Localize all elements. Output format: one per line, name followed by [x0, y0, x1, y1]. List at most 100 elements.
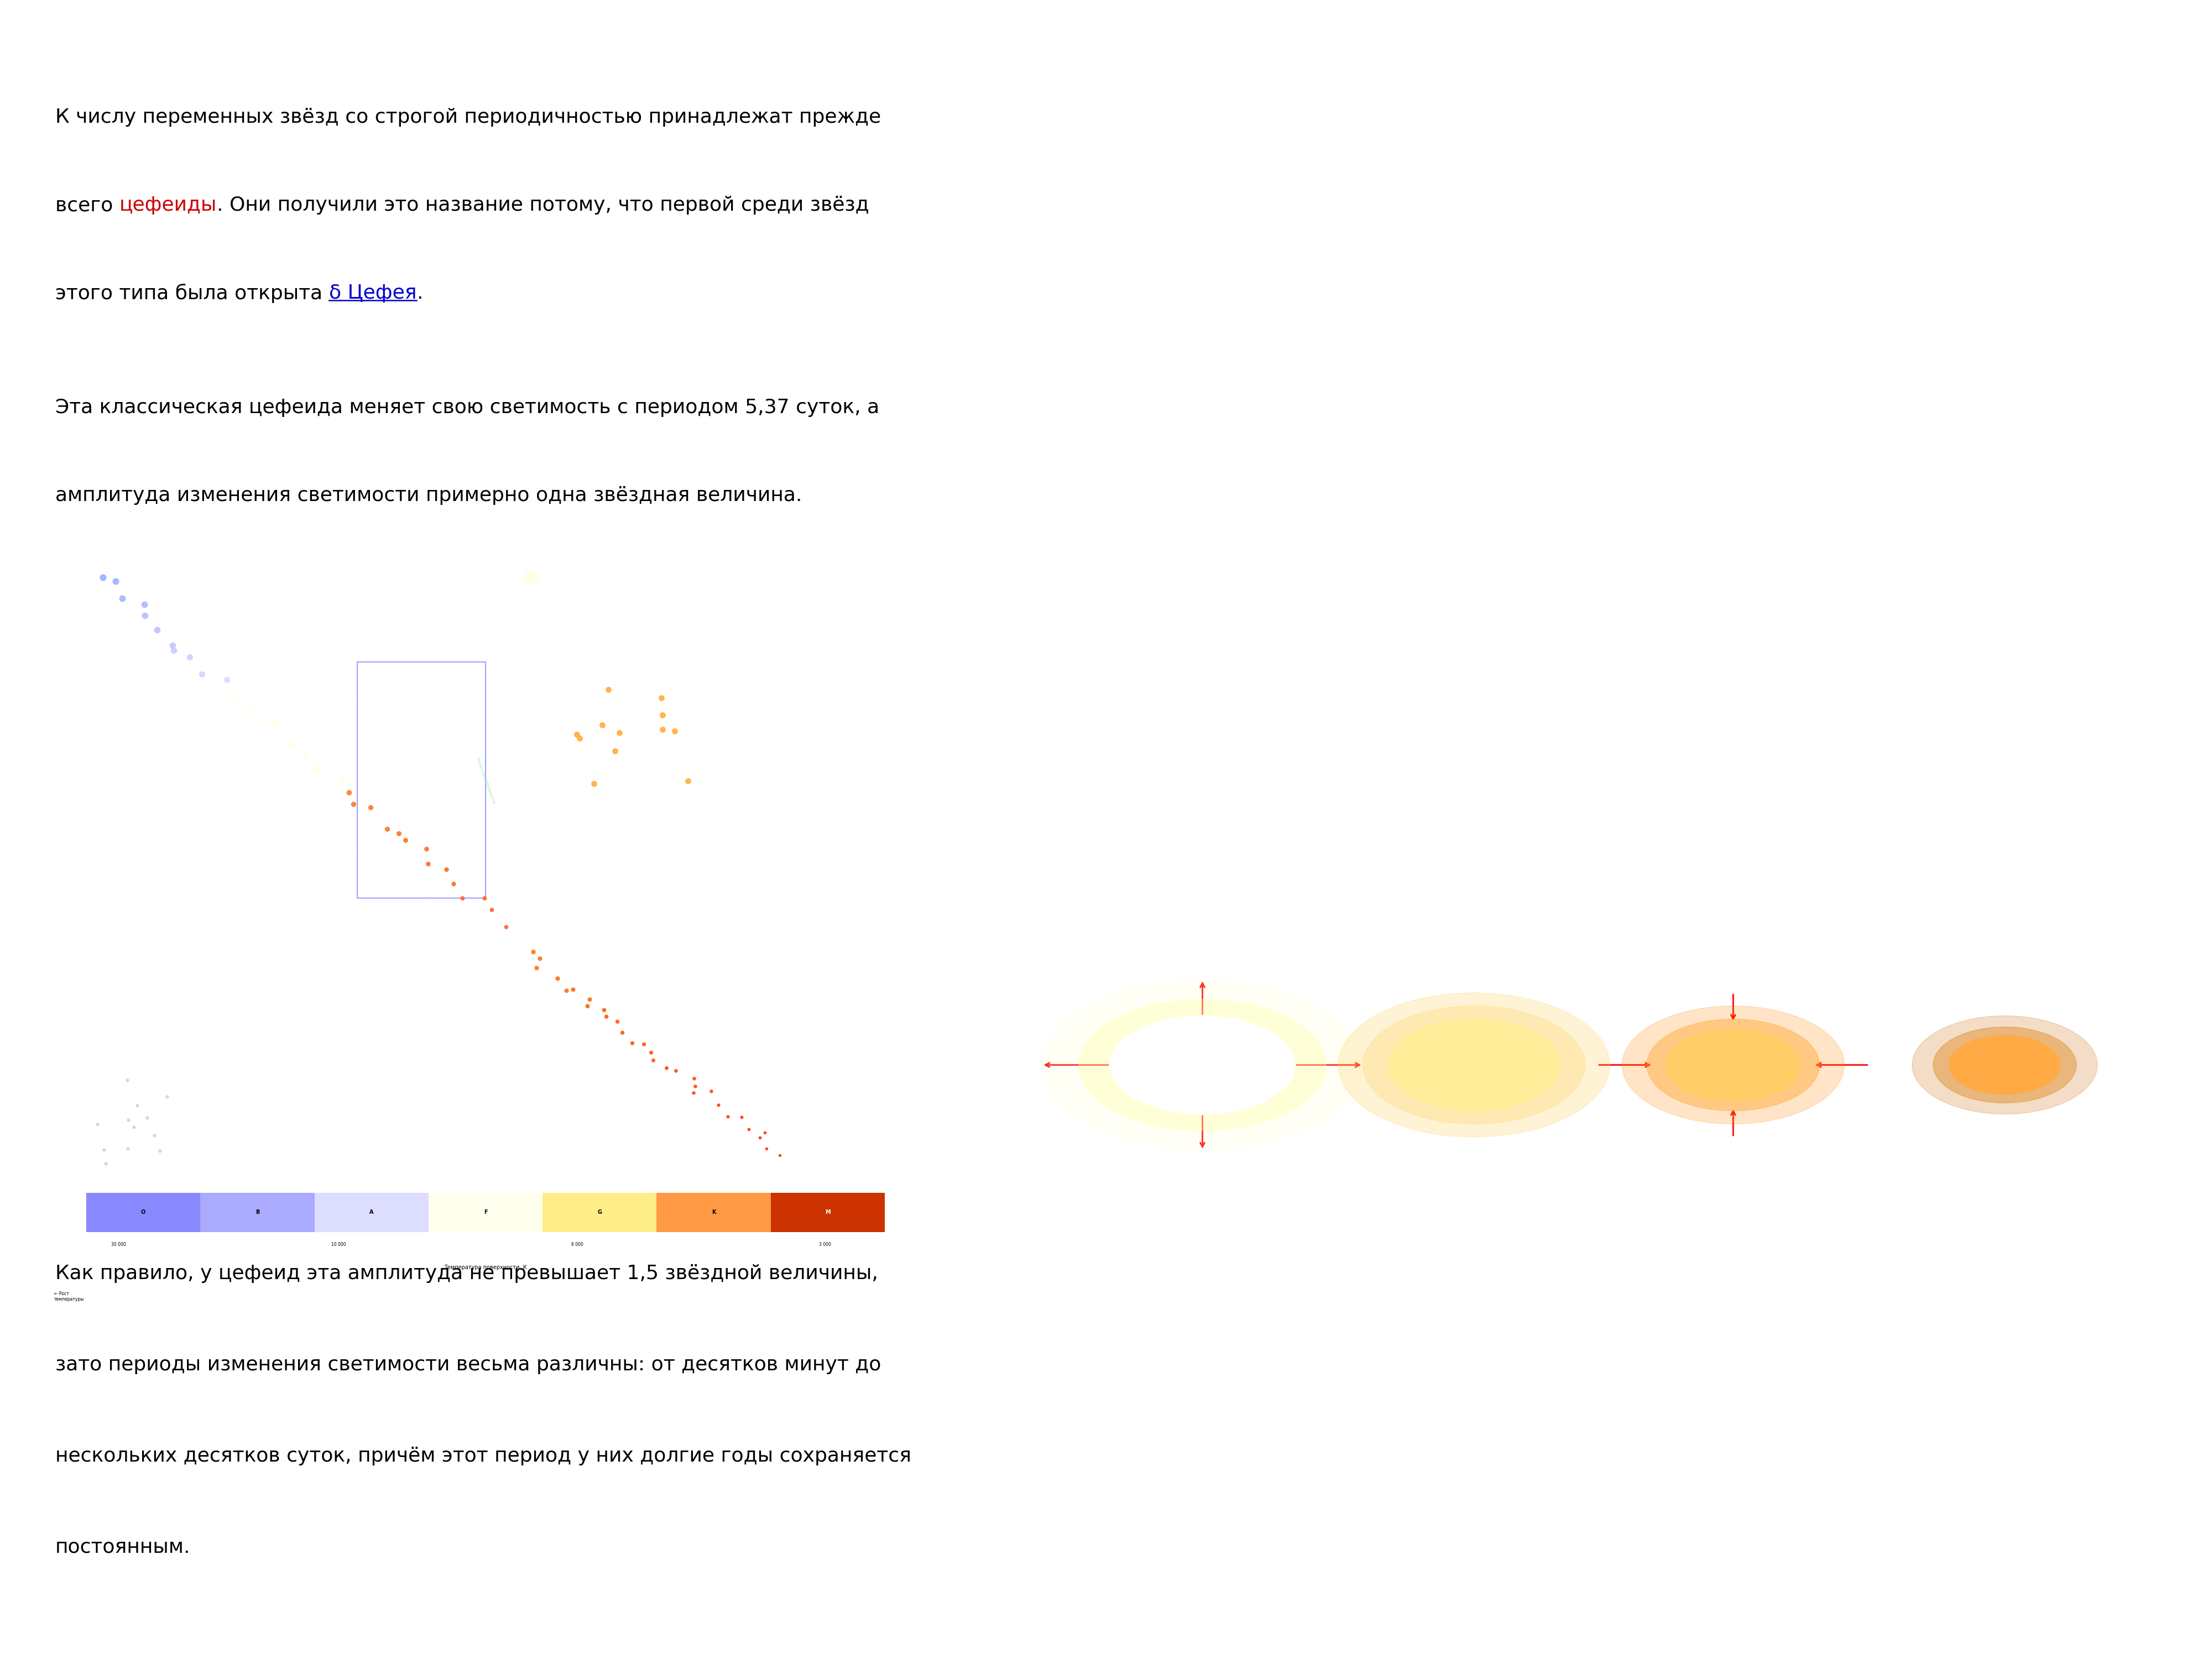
Bar: [770, 1193, 885, 1233]
Point: [126, 591, 161, 617]
Point: [80, 1112, 115, 1138]
Point: [445, 884, 480, 911]
Point: [155, 632, 190, 659]
Text: 5.37 jours: 5.37 jours: [1571, 533, 1648, 547]
Point: [577, 770, 613, 796]
Point: [336, 791, 372, 818]
Text: .: .: [416, 284, 422, 302]
Bar: [429, 1193, 542, 1233]
Text: Полоса нестабильности: Полоса нестабильности: [476, 757, 495, 803]
Point: [111, 1135, 146, 1161]
Text: 10⁻⁴: 10⁻⁴: [66, 1171, 77, 1176]
Circle shape: [1666, 1029, 1801, 1102]
Point: [97, 567, 133, 594]
Point: [369, 816, 405, 843]
Point: [677, 1073, 712, 1100]
Text: 30 000: 30 000: [111, 1243, 126, 1248]
Point: [296, 755, 332, 781]
Point: [783, 617, 818, 644]
Bar: [314, 1193, 429, 1233]
Text: δ Цефея: δ Цефея: [330, 284, 416, 302]
Point: [111, 1107, 146, 1133]
Text: expansion: expansion: [1170, 1155, 1234, 1166]
Circle shape: [1933, 1027, 2077, 1103]
Circle shape: [1079, 999, 1325, 1130]
Point: [272, 732, 307, 758]
Text: Температура поверхности, К: Температура поверхности, К: [445, 1264, 526, 1271]
Bar: [356, 662, 487, 898]
Text: B: B: [254, 1209, 259, 1214]
Point: [128, 1105, 164, 1131]
Text: contraction: contraction: [1699, 1155, 1767, 1166]
Point: [626, 1030, 661, 1057]
Text: K: K: [712, 1209, 717, 1214]
Point: [257, 710, 292, 737]
Point: [615, 1030, 650, 1057]
Circle shape: [1042, 980, 1363, 1150]
Text: 100 R: 100 R: [82, 551, 95, 562]
Point: [626, 576, 661, 602]
Point: [677, 1065, 712, 1092]
Text: O: O: [142, 1209, 146, 1214]
Point: [588, 1004, 624, 1030]
Point: [549, 977, 584, 1004]
Text: ← Рост
температуры: ← Рост температуры: [53, 1291, 84, 1302]
Bar: [542, 1193, 657, 1233]
Text: . Они получили это название потому, что первой среди звёзд: . Они получили это название потому, что …: [217, 196, 869, 214]
Point: [586, 997, 622, 1024]
Text: 100 R: 100 R: [137, 541, 150, 552]
Text: Эта классическая цефеида меняет свою светимость с периодом 5,37 суток, а: Эта классическая цефеида меняет свою све…: [55, 398, 880, 416]
Text: Как правило, у цефеид эта амплитуда не превышает 1,5 звёздной величины,: Как правило, у цефеид эта амплитуда не п…: [55, 1264, 878, 1282]
Point: [173, 644, 208, 670]
Point: [701, 1092, 737, 1118]
Point: [387, 826, 422, 853]
Point: [290, 742, 325, 768]
Point: [436, 871, 471, 898]
Point: [670, 768, 706, 795]
Point: [515, 939, 551, 966]
Point: [409, 836, 445, 863]
Point: [633, 1039, 668, 1065]
Text: 6 000: 6 000: [571, 1243, 584, 1248]
Point: [230, 695, 265, 722]
Circle shape: [1646, 1019, 1820, 1112]
Circle shape: [1110, 1015, 1294, 1115]
Point: [246, 708, 281, 735]
Text: 10²: 10²: [69, 801, 77, 806]
Text: 10 R: 10 R: [82, 669, 93, 679]
Point: [591, 677, 626, 703]
Point: [644, 717, 679, 743]
Text: Белые
карлики: Белые карлики: [128, 1115, 146, 1126]
Text: 10⁶: 10⁶: [69, 554, 77, 559]
Point: [210, 667, 246, 693]
Point: [467, 884, 502, 911]
Point: [710, 1103, 745, 1130]
Point: [119, 1092, 155, 1118]
Point: [695, 1078, 730, 1105]
Text: цефеиды: цефеиды: [119, 196, 217, 214]
Text: Цефеиды: Цефеиды: [420, 712, 440, 717]
Point: [648, 1055, 684, 1082]
Point: [142, 1138, 177, 1165]
Text: постоянным.: постоянным.: [55, 1538, 190, 1556]
Circle shape: [1621, 1005, 1845, 1123]
Text: 1 R: 1 R: [82, 813, 91, 821]
Circle shape: [1949, 1035, 2059, 1095]
Text: 1000 R: 1000 R: [595, 539, 611, 552]
Point: [221, 685, 257, 712]
Text: 0.1 R: 0.1 R: [128, 878, 139, 889]
Point: [571, 985, 606, 1012]
Point: [148, 1083, 184, 1110]
Text: Солнце: Солнце: [588, 1000, 604, 1005]
Bar: [86, 1193, 201, 1233]
Point: [659, 1057, 695, 1083]
Point: [562, 725, 597, 752]
Text: Супергиганты: Супергиганты: [743, 587, 779, 592]
Point: [657, 718, 692, 745]
Bar: [657, 1193, 770, 1233]
Text: Δ: Δ: [1048, 567, 1060, 584]
Point: [602, 720, 637, 747]
Circle shape: [1387, 1019, 1559, 1112]
Point: [597, 738, 633, 765]
Text: 10 000: 10 000: [332, 1243, 345, 1248]
